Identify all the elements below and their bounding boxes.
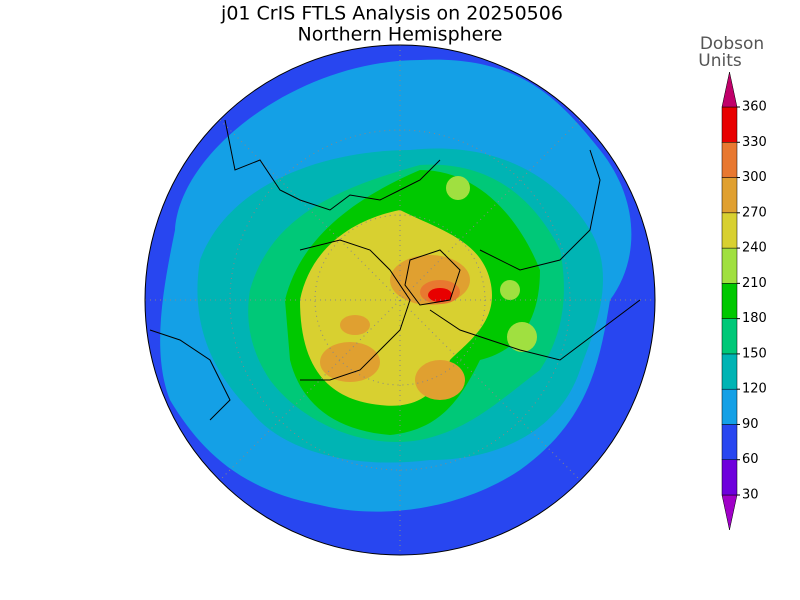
colorbar-band (721, 353, 738, 390)
colorbar-band (721, 142, 738, 178)
map-border (144, 44, 656, 556)
colorbar-band (721, 283, 738, 319)
contour (446, 176, 470, 200)
colorbar-label: Dobson (700, 34, 764, 54)
title: j01 CrIS FTLS Analysis on 20250506 (220, 3, 563, 25)
colorbar-band (721, 247, 738, 284)
colorbar: 30 60 90 120 150 180 210 240 270 300 330 360 (721, 71, 767, 531)
colorbar-band (721, 459, 738, 496)
tick-label: 30 (742, 488, 759, 503)
tick-label: 300 (742, 170, 767, 185)
colorbar-extend (721, 71, 738, 108)
tick-label: 120 (742, 382, 767, 397)
tick-label: 180 (742, 311, 767, 326)
tick-label: 240 (742, 241, 767, 256)
contour (340, 315, 370, 335)
tick-label: 270 (742, 205, 767, 220)
colorbar-band (721, 177, 738, 214)
subtitle: Northern Hemisphere (298, 24, 503, 46)
tick-label: 90 (742, 417, 759, 432)
colorbar-label: Units (698, 51, 742, 71)
tick-label: 330 (742, 135, 767, 150)
contour (320, 342, 380, 382)
coastlines (149, 119, 641, 421)
tick-label: 150 (742, 346, 767, 361)
map (144, 44, 656, 556)
tick-label: 210 (742, 276, 767, 291)
contour (507, 322, 537, 352)
colorbar-band (721, 318, 738, 355)
graticule (145, 45, 655, 555)
colorbar-band (721, 424, 738, 460)
colorbar-band (721, 388, 738, 425)
contour (428, 288, 452, 302)
contour (415, 360, 465, 400)
tick-label: 60 (742, 452, 759, 467)
colorbar-band (721, 106, 738, 143)
tick-label: 360 (742, 100, 767, 115)
contour (500, 280, 520, 300)
colorbar-band (721, 212, 738, 249)
colorbar-extend (721, 494, 738, 531)
